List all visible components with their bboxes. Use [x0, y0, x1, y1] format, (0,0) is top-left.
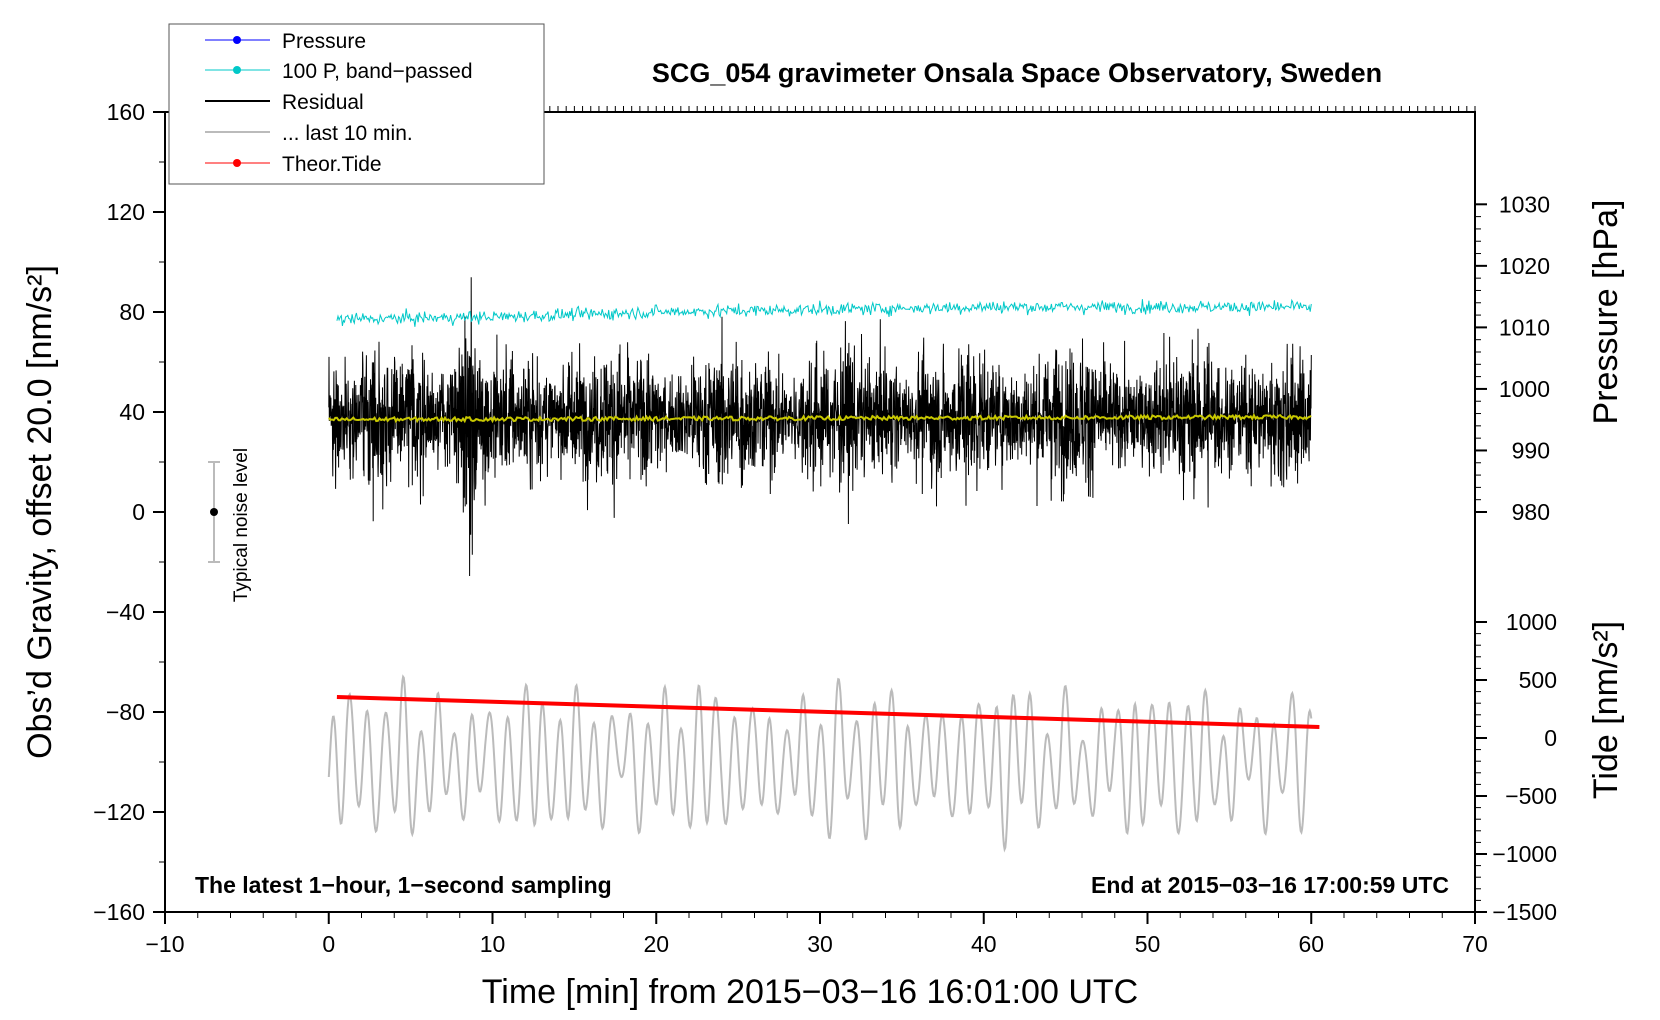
x-tick-label: 70 [1462, 931, 1488, 957]
y-tick-label: 160 [107, 99, 145, 125]
pressure-tick-label: 990 [1512, 437, 1550, 463]
tide-tick-label: 0 [1544, 725, 1557, 751]
y-tick-label: 40 [119, 399, 145, 425]
tide-tick-label: −500 [1505, 783, 1557, 809]
x-tick-label: 40 [971, 931, 997, 957]
tide-tick-label: 1000 [1506, 609, 1557, 635]
legend-item-last10: ... last 10 min. [205, 122, 413, 145]
legend-label-bandpassed: 100 P, band−passed [282, 60, 473, 83]
series-theor-tide [336, 695, 1320, 729]
legend-label-tide: Theor.Tide [282, 153, 382, 176]
legend-item-tide: Theor.Tide [205, 153, 382, 176]
legend-item-bandpassed: 100 P, band−passed [205, 60, 473, 83]
annotation-bottom-right: End at 2015−03−16 17:00:59 UTC [1091, 872, 1449, 898]
series-layer [327, 277, 1320, 853]
x-tick-label: 10 [480, 931, 506, 957]
legend-marker-bandpassed [233, 66, 241, 74]
pressure-tick-label: 1030 [1499, 191, 1550, 217]
annotation-bottom-left: The latest 1−hour, 1−second sampling [195, 872, 612, 898]
tide-tick-label: 500 [1519, 667, 1557, 693]
legend-box [168, 23, 545, 185]
x-tick-label: 50 [1135, 931, 1161, 957]
axis-ticks [153, 106, 1487, 924]
tide-axis-title: Tide [nm/s²] [1587, 621, 1625, 799]
noise-bar: Typical noise level [208, 448, 252, 602]
legend-item-residual: Residual [205, 91, 364, 114]
y-axis-title: Obs’d Gravity, offset 20.0 [nm/s²] [21, 265, 59, 759]
legend: Pressure 100 P, band−passed Residual ...… [168, 23, 545, 185]
axis-labels: −10 0 10 20 30 40 50 60 7016012080400−40−80−120−… [93, 99, 1557, 957]
x-axis-title: Time [min] from 2015−03−16 16:01:00 UTC [482, 973, 1138, 1011]
y-tick-label: 80 [119, 299, 145, 325]
series-pressure [328, 412, 1312, 424]
x-tick-label: 30 [807, 931, 833, 957]
y-tick-label: −40 [106, 599, 145, 625]
legend-label-pressure: Pressure [282, 30, 366, 53]
noise-bar-dot [210, 508, 218, 516]
legend-marker-pressure [233, 36, 241, 44]
y-tick-label: −120 [93, 799, 145, 825]
noise-bar-label: Typical noise level [231, 448, 252, 602]
pressure-axis-title: Pressure [hPa] [1587, 200, 1625, 425]
x-tick-label: 60 [1298, 931, 1324, 957]
legend-label-residual: Residual [282, 91, 364, 114]
series-bandpassed [336, 298, 1312, 327]
pressure-tick-label: 980 [1512, 499, 1550, 525]
y-tick-label: −160 [93, 899, 145, 925]
series-residual [328, 277, 1312, 577]
pressure-tick-label: 1020 [1499, 253, 1550, 279]
chart-title: SCG_054 gravimeter Onsala Space Observat… [652, 58, 1382, 88]
y-tick-label: 120 [107, 199, 145, 225]
tide-tick-label: −1500 [1492, 899, 1557, 925]
x-tick-label: 20 [643, 931, 669, 957]
x-tick-label: 0 [322, 931, 335, 957]
legend-item-pressure: Pressure [205, 30, 366, 53]
legend-label-last10: ... last 10 min. [282, 122, 413, 145]
y-tick-label: −80 [106, 699, 145, 725]
x-tick-label: −10 [145, 931, 184, 957]
y-tick-label: 0 [132, 499, 145, 525]
tide-tick-label: −1000 [1492, 841, 1557, 867]
pressure-tick-label: 1000 [1499, 376, 1550, 402]
series-last-10-min [327, 674, 1313, 853]
pressure-tick-label: 1010 [1499, 314, 1550, 340]
legend-marker-tide [233, 159, 241, 167]
